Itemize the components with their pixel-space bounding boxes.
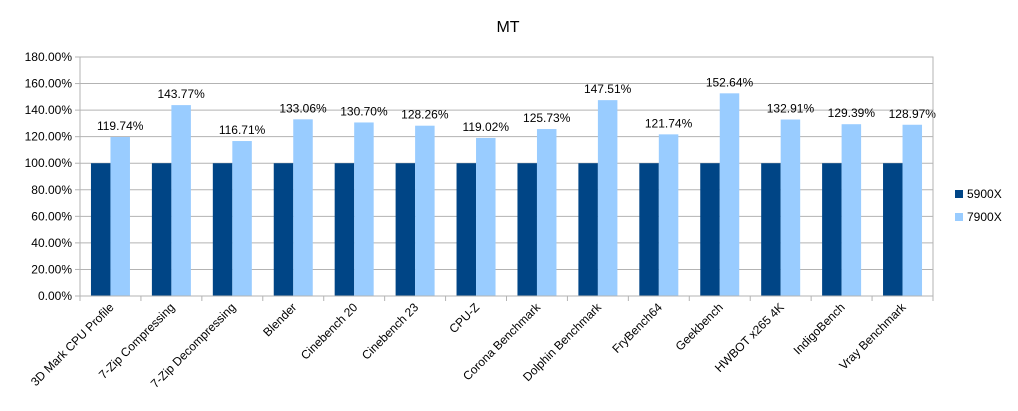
data-label: 143.77%: [157, 87, 205, 101]
bar-7900x: [415, 125, 435, 296]
plot-frame: [79, 56, 934, 297]
bar-5900x: [151, 163, 172, 296]
legend-entry: 7900X: [967, 210, 1002, 224]
x-tick-label: Cinebench 20: [298, 300, 360, 362]
x-tick-label: CPU-Z: [446, 300, 482, 336]
x-tick-label: Geekbench: [673, 300, 726, 353]
data-label: 128.97%: [889, 107, 937, 121]
axes: [75, 56, 934, 301]
data-label: 147.51%: [584, 82, 632, 96]
data-label: 119.02%: [463, 120, 510, 134]
bar-7900x: [354, 122, 374, 296]
bar-5900x: [212, 163, 233, 296]
x-tick-label: Blender: [260, 300, 299, 339]
bar-5900x: [334, 163, 355, 296]
bar-7900x: [536, 129, 557, 296]
y-tick-labels: 0.00% 20.00% 40.00% 60.00% 80.00% 100.00% 120.…: [25, 50, 73, 303]
bar-5900x: [456, 163, 477, 296]
bar-7900x: [293, 119, 313, 296]
x-tick-label: FryBench64: [609, 300, 665, 356]
y-tick-label: 0.00%: [38, 289, 72, 303]
bar-5900x: [578, 163, 598, 296]
legend-entry: 5900X: [967, 187, 1002, 201]
data-label: 128.26%: [401, 108, 449, 122]
data-label: 125.73%: [523, 111, 571, 125]
y-tick-label: 180.00%: [25, 50, 73, 64]
gridlines: [80, 56, 933, 297]
bar-7900x: [841, 124, 862, 297]
y-tick-label: 20.00%: [31, 262, 72, 276]
bar-5900x: [90, 163, 111, 296]
bar-7900x: [719, 93, 740, 296]
data-label: 152.64%: [706, 75, 754, 89]
y-tick-label: 40.00%: [31, 236, 72, 250]
bar-5900x: [761, 163, 781, 296]
bar-7900x: [597, 100, 618, 297]
bar-5900x: [517, 163, 537, 296]
bar-7900x: [232, 141, 252, 296]
legend-swatch: [955, 190, 963, 198]
bar-7900x: [110, 137, 130, 296]
bars: [90, 93, 923, 297]
y-tick-label: 100.00%: [25, 156, 73, 170]
y-tick-label: 60.00%: [31, 209, 72, 223]
data-label: 121.74%: [645, 116, 693, 130]
data-label: 129.39%: [828, 106, 876, 120]
y-tick-label: 80.00%: [31, 183, 72, 197]
bar-5900x: [395, 163, 416, 296]
y-tick-label: 120.00%: [25, 130, 73, 144]
x-tick-label: Cinebench 23: [359, 300, 421, 362]
bar-5900x: [273, 163, 294, 296]
x-tick-label: IndigoBench: [791, 300, 848, 357]
bar-7900x: [780, 119, 801, 296]
data-labels: 119.74% 143.77% 116.71% 133.06% 130.70% 128.2…: [97, 75, 936, 137]
data-label: 130.70%: [340, 104, 388, 118]
bar-5900x: [639, 163, 659, 296]
data-label: 132.91%: [767, 102, 815, 116]
y-tick-label: 140.00%: [25, 103, 73, 117]
legend-swatch: [955, 213, 963, 221]
bar-5900x: [883, 163, 903, 296]
bar-5900x: [700, 163, 720, 296]
bar-5900x: [822, 163, 842, 296]
chart-title: MT: [496, 19, 519, 36]
data-label: 119.74%: [97, 119, 144, 133]
y-tick-label: 160.00%: [25, 77, 73, 91]
bar-7900x: [476, 137, 496, 296]
bar-7900x: [658, 134, 679, 296]
bar-7900x: [171, 105, 191, 296]
data-label: 133.06%: [279, 101, 327, 115]
data-label: 116.71%: [219, 123, 266, 137]
bar-7900x: [902, 124, 923, 296]
legend: 5900X 7900X: [955, 187, 1002, 224]
